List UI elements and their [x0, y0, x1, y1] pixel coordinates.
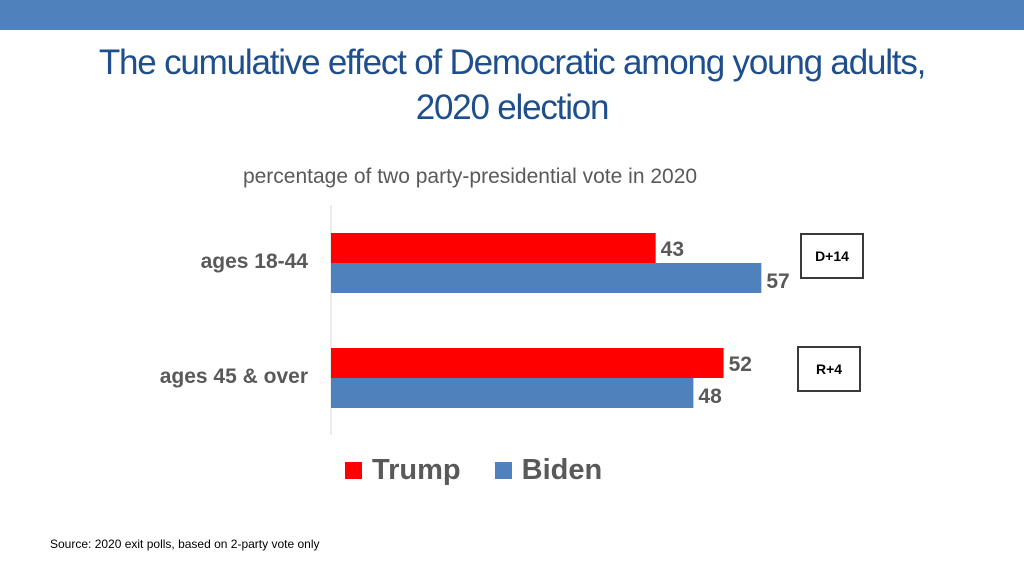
- legend-item-biden: Biden: [494, 453, 603, 487]
- bar-biden-ages-18-44: [331, 263, 762, 293]
- title-line-1: The cumulative effect of Democratic amon…: [98, 43, 927, 82]
- page-title: The cumulative effect of Democratic amon…: [40, 40, 984, 130]
- data-label-biden-ages-45-over: 48: [698, 385, 722, 408]
- chart-legend: Trump Biden: [345, 450, 636, 490]
- source-note: Source: 2020 exit polls, based on 2-part…: [50, 537, 320, 551]
- chart-subtitle: percentage of two party-presidential vot…: [242, 165, 698, 188]
- legend-label-biden: Biden: [521, 453, 603, 486]
- difference-box-ages-45-over: R+4: [797, 346, 861, 392]
- legend-item-trump: Trump: [345, 454, 461, 487]
- data-label-biden-ages-18-44: 57: [766, 270, 789, 293]
- bar-trump-ages-18-44: [331, 233, 656, 263]
- legend-label-trump: Trump: [372, 453, 461, 486]
- header-band: [0, 0, 1024, 30]
- legend-swatch-biden: [494, 461, 512, 479]
- data-label-trump-ages-18-44: 43: [661, 238, 684, 261]
- legend-swatch-trump: [345, 461, 362, 479]
- title-line-2: 2020 election: [415, 88, 610, 127]
- category-label-ages-18-44: ages 18-44: [200, 250, 308, 273]
- difference-box-ages-18-44: D+14: [800, 233, 864, 279]
- category-label-ages-45-over: ages 45 & over: [159, 365, 308, 388]
- bar-biden-ages-45-over: [331, 378, 694, 408]
- bar-trump-ages-45-over: [331, 348, 724, 378]
- data-label-trump-ages-45-over: 52: [729, 353, 752, 376]
